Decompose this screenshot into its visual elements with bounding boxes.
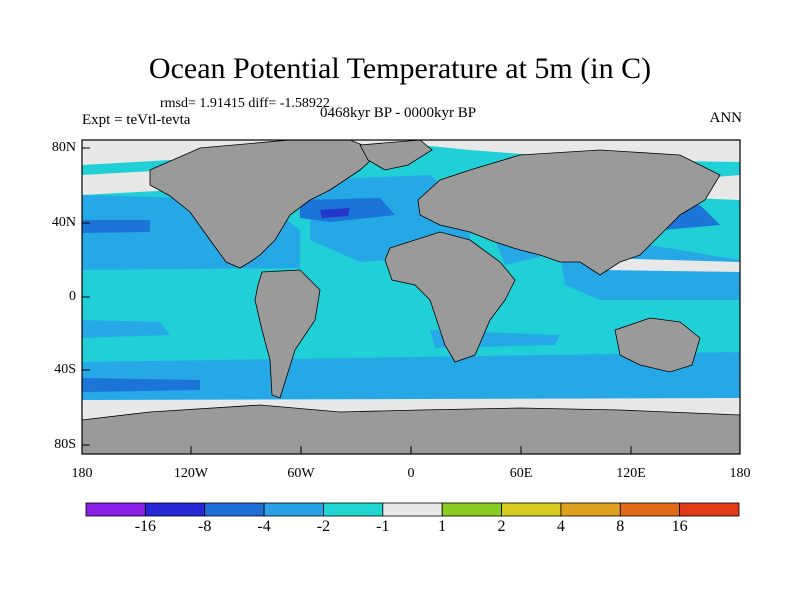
lon-label-180e: 180 (729, 466, 751, 481)
colorbar-label: -2 (316, 518, 331, 535)
colorbar-label: 2 (497, 518, 506, 535)
colorbar-swatch (679, 502, 740, 517)
lon-label-120w: 120W (173, 466, 209, 481)
colorbar-swatch (441, 502, 502, 517)
axis-ticks (81, 147, 741, 454)
experiment-label: Expt = teVtl-tevta (82, 112, 191, 128)
season-label: ANN (709, 110, 743, 126)
colorbar-swatch (619, 502, 681, 517)
lat-label-80s: 80S (54, 437, 76, 452)
colorbar-label: 4 (556, 518, 565, 535)
colorbar (85, 502, 740, 517)
land-australia (614, 317, 701, 373)
ocean-cold-pacific (82, 220, 150, 233)
colorbar-swatch (144, 502, 206, 517)
colorbar-swatch (85, 502, 146, 517)
lat-label-80n: 80N (51, 140, 76, 155)
colorbar-label: -4 (257, 518, 271, 535)
colorbar-label: -16 (134, 518, 157, 535)
lat-label-40s: 40S (54, 362, 76, 377)
lat-label-40n: 40N (51, 215, 76, 230)
colorbar-label: 16 (671, 518, 688, 535)
colorbar-swatch (501, 502, 562, 517)
land-africa (384, 231, 516, 363)
colorbar-label: 8 (616, 518, 625, 535)
colorbar-swatch (382, 502, 443, 517)
lon-label-60w: 60W (287, 466, 315, 481)
stats-label: rmsd= 1.91415 diff= -1.58922 (160, 96, 330, 111)
colorbar-swatch (263, 502, 324, 517)
map-plot (81, 139, 741, 455)
lon-label-180w: 180 (71, 466, 93, 481)
ocean-band-south-pacific (82, 320, 170, 338)
period-label: 0468kyr BP - 0000kyr BP (320, 105, 477, 121)
ocean-band-southern (82, 352, 740, 405)
colorbar-swatch (323, 502, 384, 517)
colorbar-swatch (204, 502, 265, 517)
lon-label-120e: 120E (616, 466, 646, 481)
lat-label-0: 0 (69, 289, 76, 304)
landmasses (81, 139, 741, 455)
colorbar-label: -1 (376, 518, 390, 535)
colorbar-label: -8 (198, 518, 212, 535)
lon-label-60e: 60E (509, 466, 533, 481)
land-eurasia (417, 149, 721, 276)
ocean-coldest-patch (320, 208, 350, 218)
chart-title: Ocean Potential Temperature at 5m (in C) (148, 52, 652, 85)
ocean-cold-south (82, 378, 200, 392)
colorbar-label: 1 (438, 518, 447, 535)
neutral-west-pacific (600, 258, 740, 272)
lon-label-0: 0 (407, 466, 415, 481)
land-south-america (254, 269, 321, 399)
colorbar-swatch (560, 502, 621, 517)
